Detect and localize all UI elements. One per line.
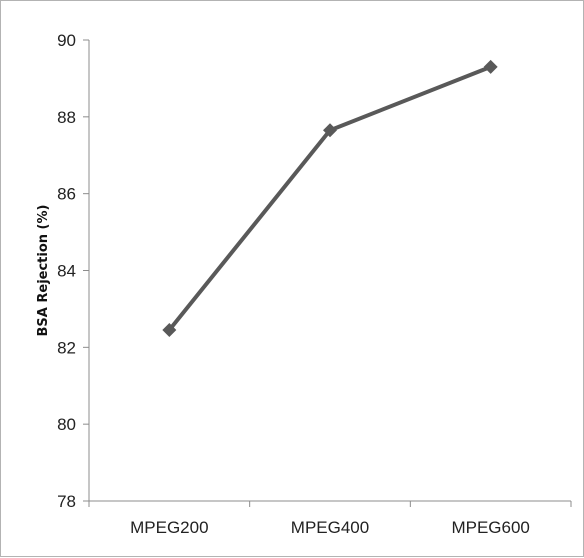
x-tick-label: MPEG600 [451, 518, 529, 537]
data-point-marker [162, 323, 177, 338]
y-tick-label: 86 [57, 185, 76, 204]
x-tick-label: MPEG200 [130, 518, 208, 537]
x-tick-label: MPEG400 [291, 518, 369, 537]
y-axis-title: BSA Rejection (%) [36, 205, 51, 337]
y-ticks: 78 80 82 84 86 88 90 [57, 31, 89, 511]
series-bsa-rejection [162, 59, 498, 338]
y-tick-label: 80 [57, 415, 76, 434]
y-tick-label: 78 [57, 492, 76, 511]
data-point-marker [323, 123, 337, 138]
y-tick-label: 84 [57, 262, 76, 281]
data-point-marker [483, 59, 498, 74]
series-line [167, 65, 492, 332]
y-tick-label: 88 [57, 108, 76, 127]
y-tick-label: 82 [57, 338, 76, 357]
x-ticks: MPEG200 MPEG400 MPEG600 [88, 501, 572, 537]
y-tick-label: 90 [57, 31, 76, 50]
